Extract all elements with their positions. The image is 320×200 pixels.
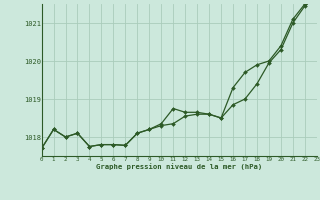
X-axis label: Graphe pression niveau de la mer (hPa): Graphe pression niveau de la mer (hPa) (96, 163, 262, 170)
